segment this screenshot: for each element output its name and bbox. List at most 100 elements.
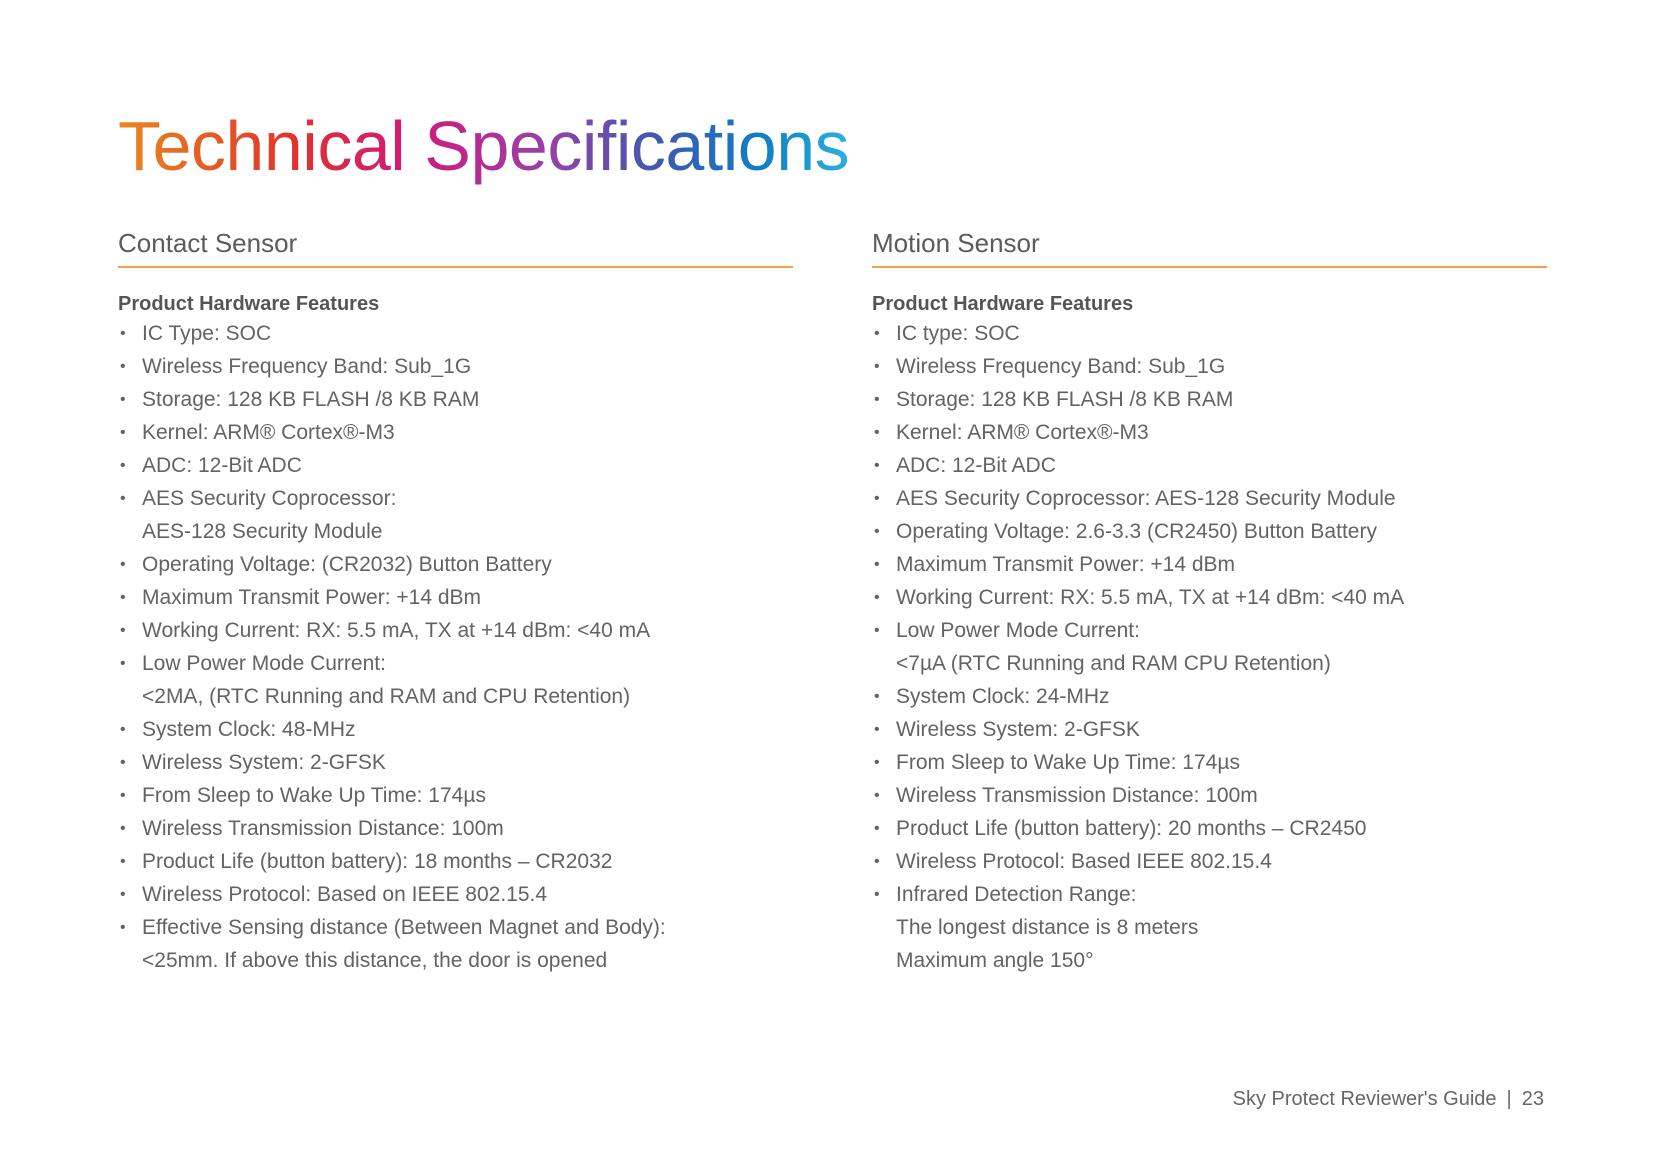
bullet-icon: • — [874, 490, 880, 507]
spec-text: IC type: SOC — [896, 322, 1020, 345]
bullet-icon: • — [120, 325, 126, 342]
spec-text: Effective Sensing distance (Between Magn… — [142, 916, 666, 939]
spec-text: Wireless Protocol: Based IEEE 802.15.4 — [896, 850, 1272, 873]
spec-text: Wireless System: 2-GFSK — [896, 718, 1140, 741]
spec-item: • Wireless Frequency Band: Sub_1G — [872, 350, 1547, 383]
spec-item: • ADC: 12-Bit ADC — [118, 449, 793, 482]
spec-text: The longest distance is 8 meters — [896, 916, 1199, 939]
spec-text: ADC: 12-Bit ADC — [896, 454, 1056, 477]
bullet-icon: • — [874, 457, 880, 474]
bullet-icon: • — [874, 622, 880, 639]
spec-item: • AES Security Coprocessor: AES-128 Securi… — [118, 482, 793, 548]
bullet-icon: • — [874, 358, 880, 375]
spec-item: • Working Current: RX: 5.5 mA, TX at +14 … — [118, 614, 793, 647]
spec-text: Product Life (button battery): 20 months… — [896, 817, 1367, 840]
page-title: Technical Specifications — [118, 107, 850, 185]
bullet-icon: • — [120, 622, 126, 639]
bullet-icon: • — [120, 424, 126, 441]
bullet-icon: • — [120, 391, 126, 408]
spec-item: • System Clock: 24-MHz — [872, 680, 1547, 713]
spec-text: Wireless Transmission Distance: 100m — [142, 817, 504, 840]
bullet-icon: • — [874, 886, 880, 903]
spec-item: • ADC: 12-Bit ADC — [872, 449, 1547, 482]
spec-text: Wireless Protocol: Based on IEEE 802.15.… — [142, 883, 548, 906]
spec-item: • Product Life (button battery): 20 month… — [872, 812, 1547, 845]
spec-text: Operating Voltage: 2.6-3.3 (CR2450) Butt… — [896, 520, 1377, 543]
bullet-icon: • — [120, 589, 126, 606]
spec-text: <2MA, (RTC Running and RAM and CPU Reten… — [142, 685, 631, 708]
contact-sensor-subheading: Product Hardware Features — [118, 293, 380, 315]
motion-sensor-spec-list: • IC type: SOC • Wireless Frequency Band: S… — [872, 317, 1547, 977]
bullet-icon: • — [120, 655, 126, 672]
spec-item: • Product Life (button battery): 18 month… — [118, 845, 793, 878]
spec-text: Product Life (button battery): 18 months… — [142, 850, 613, 873]
bullet-icon: • — [120, 556, 126, 573]
spec-text: Wireless Frequency Band: Sub_1G — [896, 355, 1226, 378]
spec-text: <7µA (RTC Running and RAM CPU Retention) — [896, 652, 1331, 675]
bullet-icon: • — [874, 325, 880, 342]
bullet-icon: • — [874, 688, 880, 705]
bullet-icon: • — [874, 820, 880, 837]
spec-item: • Wireless System: 2-GFSK — [118, 746, 793, 779]
spec-item: • Working Current: RX: 5.5 mA, TX at +14 … — [872, 581, 1547, 614]
spec-item: • From Sleep to Wake Up Time: 174µs — [872, 746, 1547, 779]
spec-text: IC Type: SOC — [142, 322, 272, 345]
spec-item: • AES Security Coprocessor: AES-128 Secur… — [872, 482, 1547, 515]
spec-text: System Clock: 48-MHz — [142, 718, 356, 741]
contact-sensor-heading: Contact Sensor — [118, 226, 793, 268]
spec-item: • Kernel: ARM® Cortex®-M3 — [872, 416, 1547, 449]
bullet-icon: • — [874, 787, 880, 804]
spec-item: • Wireless Transmission Distance: 100m — [872, 779, 1547, 812]
spec-text: Working Current: RX: 5.5 mA, TX at +14 d… — [142, 619, 651, 642]
spec-text: Storage: 128 KB FLASH /8 KB RAM — [142, 388, 480, 411]
spec-text: AES Security Coprocessor: — [142, 487, 397, 510]
spec-item: • Low Power Mode Current: <2MA, (RTC Runni… — [118, 647, 793, 713]
bullet-icon: • — [120, 754, 126, 771]
motion-sensor-section: Motion Sensor Product Hardware Features … — [872, 226, 1547, 977]
spec-item: • Wireless Transmission Distance: 100m — [118, 812, 793, 845]
spec-text: Wireless Frequency Band: Sub_1G — [142, 355, 472, 378]
spec-item: • Infrared Detection Range: The longest di… — [872, 878, 1547, 977]
bullet-icon: • — [874, 754, 880, 771]
bullet-icon: • — [120, 358, 126, 375]
bullet-icon: • — [874, 589, 880, 606]
spec-item: • Wireless Protocol: Based IEEE 802.15.4 — [872, 845, 1547, 878]
bullet-icon: • — [120, 919, 126, 936]
bullet-icon: • — [874, 523, 880, 540]
bullet-icon: • — [874, 391, 880, 408]
contact-sensor-section: Contact Sensor Product Hardware Features… — [118, 226, 793, 977]
bullet-icon: • — [874, 853, 880, 870]
spec-item: • Low Power Mode Current: <7µA (RTC Runnin… — [872, 614, 1547, 680]
spec-item: • Wireless System: 2-GFSK — [872, 713, 1547, 746]
spec-text: Low Power Mode Current: — [142, 652, 386, 675]
spec-text: Kernel: ARM® Cortex®-M3 — [896, 421, 1149, 444]
bullet-icon: • — [874, 556, 880, 573]
spec-text: From Sleep to Wake Up Time: 174µs — [142, 784, 486, 807]
bullet-icon: • — [120, 721, 126, 738]
bullet-icon: • — [120, 490, 126, 507]
spec-item: • Wireless Protocol: Based on IEEE 802.15… — [118, 878, 793, 911]
bullet-icon: • — [120, 820, 126, 837]
spec-text: Maximum Transmit Power: +14 dBm — [142, 586, 482, 609]
bullet-icon: • — [120, 853, 126, 870]
spec-item: • Maximum Transmit Power: +14 dBm — [118, 581, 793, 614]
spec-item: • Storage: 128 KB FLASH /8 KB RAM — [118, 383, 793, 416]
spec-item: • Kernel: ARM® Cortex®-M3 — [118, 416, 793, 449]
spec-text: Maximum Transmit Power: +14 dBm — [896, 553, 1236, 576]
spec-item: • From Sleep to Wake Up Time: 174µs — [118, 779, 793, 812]
spec-item: • Storage: 128 KB FLASH /8 KB RAM — [872, 383, 1547, 416]
guide-title: Sky Protect Reviewer's Guide — [1232, 1088, 1497, 1110]
spec-text: Working Current: RX: 5.5 mA, TX at +14 d… — [896, 586, 1405, 609]
spec-text: Operating Voltage: (CR2032) Button Batte… — [142, 553, 552, 576]
page-number: 23 — [1521, 1088, 1544, 1110]
footer-separator: | — [1506, 1088, 1512, 1110]
spec-text: AES Security Coprocessor: AES-128 Securi… — [896, 487, 1396, 510]
spec-text: System Clock: 24-MHz — [896, 685, 1110, 708]
spec-item: • Maximum Transmit Power: +14 dBm — [872, 548, 1547, 581]
spec-text: ADC: 12-Bit ADC — [142, 454, 302, 477]
bullet-icon: • — [120, 787, 126, 804]
bullet-icon: • — [874, 424, 880, 441]
spec-item: • Operating Voltage: (CR2032) Button Batt… — [118, 548, 793, 581]
spec-text: AES-128 Security Module — [142, 520, 383, 543]
spec-text: Low Power Mode Current: — [896, 619, 1140, 642]
